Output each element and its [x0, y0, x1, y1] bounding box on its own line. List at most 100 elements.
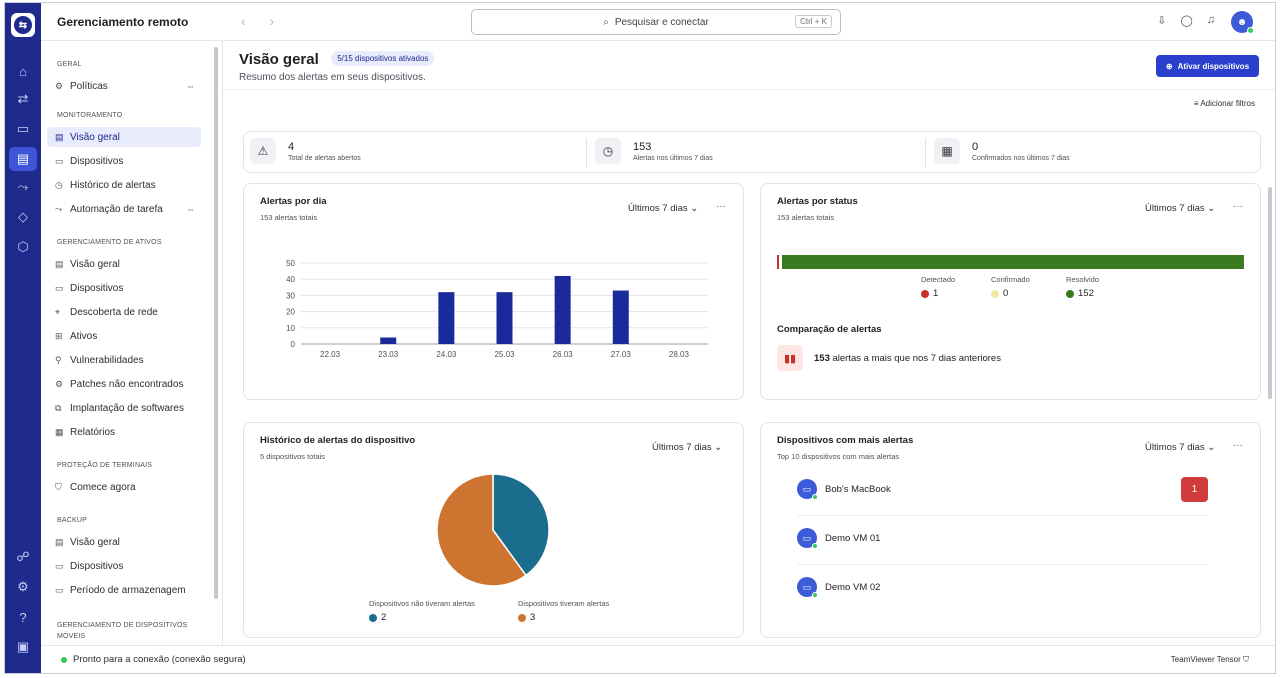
download-icon[interactable]: ⇩ — [1157, 15, 1167, 27]
search-input[interactable]: ⌕ Pesquisar e conectar Ctrl + K — [471, 9, 841, 35]
range-dropdown[interactable]: Últimos 7 dias ⌄ — [1145, 442, 1216, 453]
sidebar-item-label: Comece agora — [70, 481, 136, 493]
sidebar-item-visao-geral-ativos[interactable]: ▤ Visão geral — [47, 254, 201, 274]
connection-status-dot — [61, 656, 67, 663]
sidebar-item-politicas[interactable]: ⚙ Políticas ⇔ — [47, 76, 201, 96]
shield-icon: ⛉ — [1243, 654, 1249, 664]
legend-had-alerts: Dispositivos tiveram alertas 3 — [518, 599, 609, 623]
card-subtitle: Top 10 dispositivos com mais alertas — [777, 452, 900, 461]
sidebar-scrollbar[interactable] — [214, 47, 218, 599]
avatar[interactable]: ☻ — [1231, 11, 1254, 34]
shield-icon: ⛉ — [55, 481, 62, 492]
sidebar-item-dispositivos-monitoramento[interactable]: ▭ Dispositivos — [47, 151, 201, 171]
automation-icon[interactable]: ⤳ — [17, 179, 29, 194]
card-title: Histórico de alertas do dispositivo — [260, 435, 416, 446]
card-title: Dispositivos com mais alertas — [777, 435, 914, 446]
network-icon: ⌖ — [55, 306, 61, 317]
kpi-open-alerts: ⚠ 4 Total de alertas abertos — [250, 138, 361, 164]
sidebar-item-label: Período de armazenagem — [70, 584, 186, 596]
bell-icon[interactable]: ♫ — [1206, 14, 1215, 26]
bar — [380, 337, 397, 344]
x-tick-label: 25.03 — [494, 350, 515, 359]
sidebar-item-dispositivos-backup[interactable]: ▭ Dispositivos — [47, 556, 201, 576]
add-filters-label: Adicionar filtros — [1200, 99, 1255, 108]
nav-arrows[interactable]: ‹ › — [241, 13, 285, 29]
teamviewer-logo-icon[interactable]: ⇆ — [11, 13, 35, 37]
legend-dot — [921, 289, 929, 298]
sidebar-item-vulnerabilidades[interactable]: ⚲ Vulnerabilidades — [47, 350, 201, 370]
device-row[interactable]: ▭ Bob's MacBook — [797, 469, 1207, 509]
more-icon[interactable]: ··· — [1233, 440, 1243, 451]
gear-icon[interactable]: ⚙ — [17, 579, 29, 594]
card-subtitle: 153 alertas totais — [777, 213, 835, 222]
sidebar-item-visao-geral-monitoramento[interactable]: ▤ Visão geral — [47, 127, 201, 147]
chat-icon[interactable]: ◯ — [1180, 15, 1193, 27]
help-icon[interactable]: ? — [19, 609, 27, 625]
divider — [586, 138, 587, 168]
legend-detectado: Detectado 1 — [921, 275, 955, 299]
panel-icon[interactable]: ▣ — [16, 639, 30, 654]
status-text: Pronto para a conexão (conexão segura) — [73, 654, 246, 665]
main-scrollbar[interactable] — [1268, 187, 1272, 399]
monitor-icon: ▭ — [797, 479, 818, 500]
monitor-icon: ▭ — [55, 282, 64, 293]
sidebar-item-visao-geral-backup[interactable]: ▤ Visão geral — [47, 532, 201, 552]
alerts-per-day-card: Alertas por dia 153 alertas totais Últim… — [243, 183, 744, 400]
transfer-icon[interactable]: ⇄ — [17, 91, 29, 106]
divider — [797, 564, 1207, 565]
sidebar-item-implantacao[interactable]: ⧉ Implantação de softwares — [47, 398, 201, 418]
sidebar-item-dispositivos-ativos[interactable]: ▭ Dispositivos — [47, 278, 201, 298]
sidebar-item-label: Automação de tarefa — [70, 203, 163, 215]
y-tick-label: 10 — [286, 324, 295, 333]
dashboard-icon: ▤ — [55, 536, 64, 547]
section-monitoramento: Monitoramento — [57, 112, 123, 119]
sidebar-item-periodo[interactable]: ▭ Período de armazenagem — [47, 580, 201, 600]
monitor-icon: ▭ — [797, 528, 818, 549]
monitor-icon: ▭ — [797, 577, 818, 598]
divider — [797, 515, 1207, 516]
comparison-text: 153 alertas a mais que nos 7 dias anteri… — [814, 353, 1001, 364]
range-dropdown[interactable]: Últimos 7 dias ⌄ — [652, 442, 723, 453]
pie-slice — [436, 473, 527, 587]
sidebar-item-relatorios[interactable]: ▦ Relatórios — [47, 422, 201, 442]
settings-hex-icon[interactable]: ⬡ — [17, 239, 29, 254]
section-protecao: Proteção de terminais — [57, 462, 153, 469]
x-tick-label: 23.03 — [378, 350, 399, 359]
range-dropdown[interactable]: Últimos 7 dias ⌄ — [1145, 203, 1216, 214]
activate-devices-label: Ativar dispositivos — [1177, 61, 1250, 71]
sidebar-item-ativos[interactable]: ⊞ Ativos — [47, 326, 201, 346]
remote-management-icon[interactable]: ▤ — [9, 147, 37, 171]
dashboard-icon: ▤ — [55, 131, 64, 142]
devices-icon[interactable]: ▭ — [16, 121, 30, 136]
bar — [554, 275, 571, 344]
sidebar-item-descoberta[interactable]: ⌖ Descoberta de rede — [47, 302, 201, 322]
home-icon[interactable]: ⌂ — [19, 63, 27, 79]
kpi-value: 153 — [633, 140, 652, 153]
x-tick-label: 28.03 — [669, 350, 690, 359]
sidebar-item-patches[interactable]: ⚙ Patches não encontrados — [47, 374, 201, 394]
status-segment — [777, 255, 779, 269]
sidebar-item-comece[interactable]: ⛉ Comece agora — [47, 477, 201, 497]
more-icon[interactable]: ··· — [1233, 201, 1243, 212]
connect-icon[interactable]: ☍ — [16, 549, 30, 564]
device-row[interactable]: ▭ Demo VM 01 — [797, 518, 1207, 558]
sidebar-item-historico[interactable]: ◷ Histórico de alertas — [47, 175, 201, 195]
online-status-dot — [1247, 27, 1254, 34]
report-icon: ▦ — [55, 426, 64, 437]
add-filters-button[interactable]: ≡ Adicionar filtros — [1194, 99, 1255, 108]
page-header: Visão geral 5/15 dispositivos ativados R… — [239, 51, 435, 83]
section-geral: Geral — [57, 61, 82, 68]
range-dropdown[interactable]: Últimos 7 dias ⌄ — [628, 203, 699, 214]
comparison-value: 153 — [814, 353, 830, 364]
status-segment — [782, 255, 1244, 269]
page-subtitle: Resumo dos alertas em seus dispositivos. — [239, 72, 426, 83]
device-row[interactable]: ▭ Demo VM 02 — [797, 567, 1207, 607]
tag-icon[interactable]: ◇ — [18, 209, 28, 224]
app-window: ⇆ ⌂ ⇄ ▭ ▤ ⤳ ◇ ⬡ ☍ ⚙ ? ▣ Gerenciamento re… — [4, 2, 1276, 674]
more-icon[interactable]: ··· — [716, 201, 726, 212]
activate-devices-button[interactable]: ⊕ Ativar dispositivos — [1156, 55, 1259, 77]
sidebar-item-automacao[interactable]: ⤳ Automação de tarefa ⇔ — [47, 199, 201, 219]
device-name: Demo VM 01 — [825, 532, 881, 544]
brand-label: TeamViewer Tensor ⛉ — [1171, 655, 1249, 665]
kpi-value: 0 — [972, 140, 979, 153]
